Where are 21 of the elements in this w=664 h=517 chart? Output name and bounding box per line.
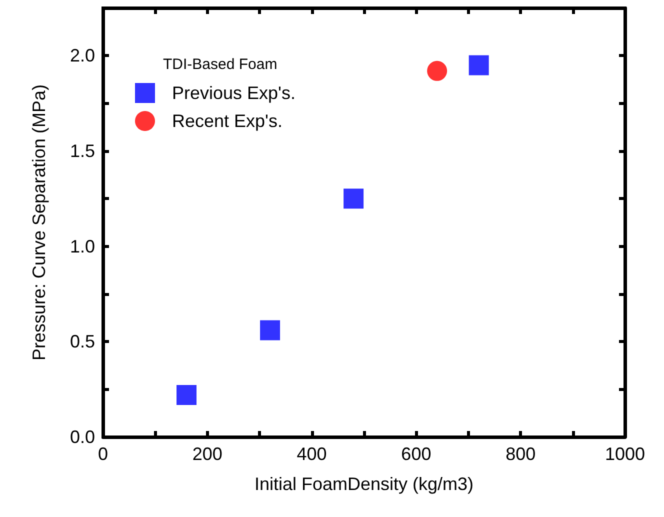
x-tick-label: 800 [506, 444, 536, 464]
x-tick-label: 600 [401, 444, 432, 464]
point [344, 188, 364, 209]
x-tick-label: 200 [192, 444, 222, 464]
y-tick-label: 1.5 [70, 141, 95, 161]
point [468, 55, 489, 76]
y-tick-label: 1.0 [70, 236, 95, 256]
y-tick-label: 0.5 [70, 332, 95, 352]
y-axis-title: Pressure: Curve Separation (MPa) [29, 84, 49, 361]
y-tick-label: 2.0 [70, 46, 95, 66]
point [427, 60, 448, 81]
x-tick-label: 400 [296, 444, 327, 464]
point [176, 385, 197, 406]
x-axis-title: Initial FoamDensity (kg/m3) [254, 474, 474, 494]
y-tick-label: 0.0 [70, 427, 95, 447]
x-tick-label: 1000 [604, 444, 646, 464]
legend-label: Recent Exp's. [172, 111, 282, 131]
legend-label: Previous Exp's. [172, 83, 296, 103]
legend-title: TDI-Based Foam [163, 56, 278, 73]
x-tick-label: 0 [98, 444, 108, 464]
point [260, 320, 280, 340]
